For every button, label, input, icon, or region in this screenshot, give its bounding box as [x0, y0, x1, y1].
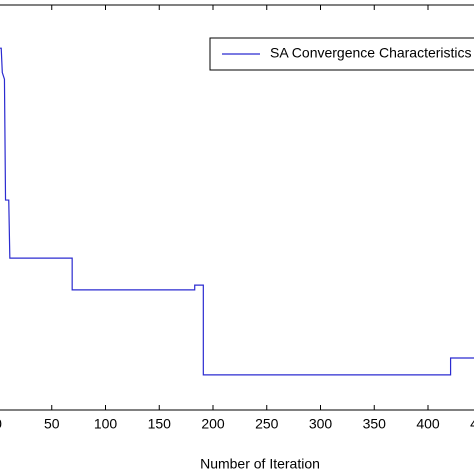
x-tick-label: 400 [416, 416, 440, 432]
x-tick-label: 250 [255, 416, 279, 432]
x-tick-label: 50 [44, 416, 60, 432]
x-axis-label: Number of Iteration [200, 456, 320, 472]
legend-box [209, 37, 474, 71]
series-line [0, 47, 474, 376]
plot-frame [0, 4, 474, 411]
x-tick-label: 350 [363, 416, 387, 432]
x-tick-label: 150 [148, 416, 172, 432]
x-tick-label: 0 [0, 416, 2, 432]
x-tick-label: 100 [94, 416, 118, 432]
legend-label: SA Convergence Characteristics [270, 45, 472, 61]
x-tick-label: 300 [309, 416, 333, 432]
x-tick-label: 200 [201, 416, 225, 432]
plot-area: 0 50 100 150 200 250 300 350 400 450 SA Convergenc… [0, 4, 474, 432]
x-tick-label: 450 [470, 416, 474, 432]
